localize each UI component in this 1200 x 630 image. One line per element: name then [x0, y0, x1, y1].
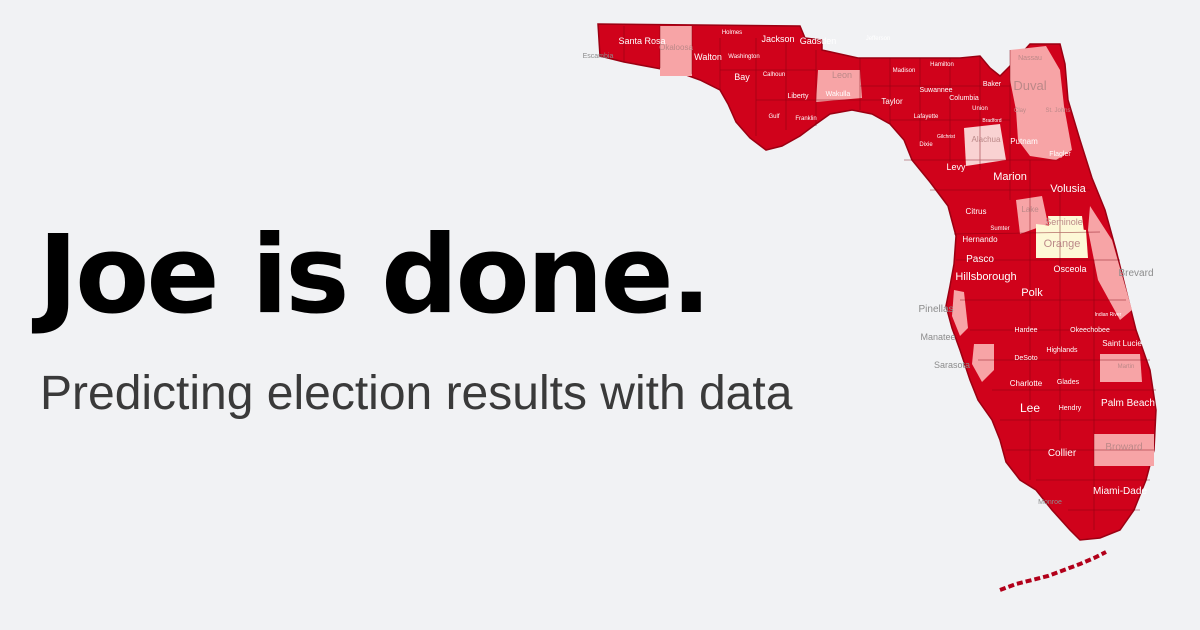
county-label-collier: Collier — [1048, 448, 1077, 459]
county-shape-pinellas — [952, 290, 968, 336]
county-label-palm-beach: Palm Beach — [1101, 398, 1155, 409]
county-label-santa-rosa: Santa Rosa — [618, 36, 665, 46]
county-label-polk: Polk — [1021, 287, 1043, 299]
county-label-clay: Clay — [1014, 108, 1026, 114]
county-label-citrus: Citrus — [966, 207, 987, 216]
county-shape-martin — [1100, 354, 1142, 382]
county-label-lake: Lake — [1021, 205, 1039, 214]
county-label-holmes: Holmes — [722, 30, 742, 36]
county-label-duval: Duval — [1013, 78, 1046, 93]
county-label-charlotte: Charlotte — [1010, 379, 1043, 388]
county-label-wakulla: Wakulla — [826, 91, 851, 98]
county-borders — [623, 26, 1156, 530]
county-shape-alachua — [964, 124, 1006, 166]
county-label-sarasota: Sarasota — [934, 360, 970, 370]
county-label-monroe: Monroe — [1038, 499, 1062, 506]
county-label-gadsden: Gadsden — [800, 36, 837, 46]
county-label-okeechobee: Okeechobee — [1070, 327, 1110, 334]
county-label-suwannee: Suwannee — [919, 87, 952, 94]
county-label-orange: Orange — [1044, 238, 1081, 250]
county-label-walton: Walton — [694, 52, 722, 62]
county-shape-clay-stjohns — [1016, 106, 1072, 160]
county-label-calhoun: Calhoun — [763, 72, 785, 78]
florida-state-shape — [597, 23, 1157, 541]
county-label-hendry: Hendry — [1059, 405, 1082, 412]
county-label-volusia: Volusia — [1050, 183, 1086, 195]
county-label-highlands: Highlands — [1046, 347, 1078, 354]
county-label-union: Union — [972, 106, 988, 112]
subheadline: Predicting election results with data — [40, 367, 793, 420]
county-label-gilchrist: Gilchrist — [937, 134, 956, 140]
county-shape-brevard — [1088, 206, 1132, 320]
county-label-glades: Glades — [1057, 379, 1080, 386]
florida-keys — [999, 550, 1107, 592]
county-label-saint-lucie: Saint Lucie — [1102, 339, 1142, 348]
county-label-washington: Washington — [728, 54, 759, 60]
county-label-columbia: Columbia — [949, 95, 979, 102]
county-label-lafayette: Lafayette — [914, 114, 939, 120]
county-label-miami-dade: Miami-Dade — [1093, 486, 1147, 497]
county-label-pasco: Pasco — [966, 254, 994, 265]
county-label-nassau: Nassau — [1018, 55, 1042, 62]
county-label-sumter: Sumter — [990, 226, 1009, 232]
county-label-martin: Martin — [1118, 364, 1135, 370]
county-label-flagler: Flagler — [1049, 151, 1071, 158]
county-label-okaloosa: Okaloosa — [659, 43, 693, 52]
county-shape-leon — [816, 70, 862, 102]
county-label-taylor: Taylor — [881, 97, 903, 106]
county-label-baker: Baker — [983, 81, 1002, 88]
county-label-pinellas: Pinellas — [918, 304, 953, 315]
county-label-st-johns: St. Johns — [1045, 108, 1070, 114]
county-label-hamilton: Hamilton — [930, 62, 954, 68]
county-label-dixie: Dixie — [919, 142, 933, 148]
county-label-hernando: Hernando — [962, 235, 998, 244]
county-label-franklin: Franklin — [795, 116, 816, 122]
county-label-gulf: Gulf — [768, 114, 779, 120]
county-label-desoto: DeSoto — [1014, 355, 1037, 362]
county-label-seminole: Seminole — [1045, 217, 1083, 227]
county-label-jackson: Jackson — [761, 34, 794, 44]
county-label-bradford: Bradford — [982, 118, 1001, 124]
county-label-madison: Madison — [893, 68, 916, 74]
county-label-indian-river: Indian River — [1095, 312, 1122, 318]
county-label-osceola: Osceola — [1053, 264, 1086, 274]
county-label-escambia: Escambia — [583, 53, 614, 60]
county-label-marion: Marion — [993, 171, 1027, 183]
county-shape-sarasota — [972, 344, 994, 382]
county-shape-nassau-duval — [1010, 46, 1064, 120]
county-label-broward: Broward — [1105, 442, 1142, 453]
county-label-hillsborough: Hillsborough — [955, 271, 1016, 283]
headline: Joe is done. — [38, 213, 712, 338]
county-label-jefferson: Jefferson — [866, 36, 891, 42]
county-label-putnam: Putnam — [1010, 137, 1038, 146]
county-label-liberty: Liberty — [787, 93, 809, 100]
county-label-manatee: Manatee — [920, 332, 955, 342]
county-label-bay: Bay — [734, 72, 750, 82]
county-label-hardee: Hardee — [1015, 327, 1038, 334]
county-label-alachua: Alachua — [972, 135, 1001, 144]
county-label-lee: Lee — [1020, 401, 1040, 415]
county-label-brevard: Brevard — [1118, 268, 1153, 279]
county-label-leon: Leon — [832, 70, 852, 80]
county-shape-okaloosa — [660, 26, 692, 76]
county-label-levy: Levy — [946, 162, 966, 172]
